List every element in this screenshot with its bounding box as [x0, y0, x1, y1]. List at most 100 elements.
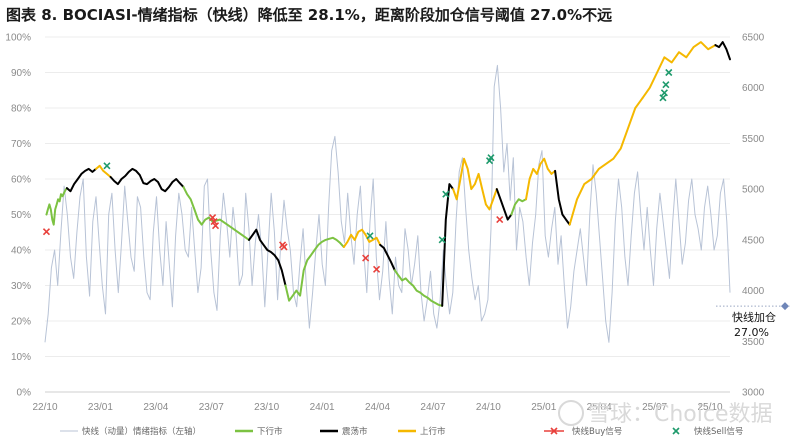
index-segment-range — [495, 188, 513, 221]
index-segment-range — [109, 167, 185, 193]
legend-label: 上行市 — [420, 426, 446, 437]
x-tick-label: 23/04 — [143, 402, 168, 413]
buy-signal — [373, 265, 381, 273]
y-right-tick-label: 6500 — [742, 33, 765, 44]
y-left-tick-label: 40% — [11, 246, 31, 257]
x-tick-label: 24/04 — [365, 402, 390, 413]
x-tick-label: 23/10 — [254, 402, 279, 413]
legend-swatch-stroke — [672, 427, 680, 435]
snowball-logo-icon — [558, 400, 584, 426]
index-segment-down — [284, 236, 345, 302]
index-segment-up — [525, 157, 557, 201]
y-left-tick-label: 30% — [11, 281, 31, 292]
y-left-axis: 0% 10% 20% 30% 40% 50% 60% 70% 80% 90% 100% — [5, 33, 31, 399]
sell-signal — [665, 68, 673, 77]
index-segment-down — [510, 198, 527, 216]
buy-signal-stroke — [210, 218, 218, 226]
sell-signal-stroke — [665, 68, 673, 77]
x-tick-label: 24/01 — [310, 402, 335, 413]
sell-signal-stroke — [366, 232, 374, 240]
index-segment-up — [641, 41, 717, 99]
index-segment-down — [45, 187, 68, 226]
threshold-label-line2: 27.0% — [734, 326, 769, 339]
y-left-tick-label: 90% — [11, 68, 31, 79]
y-left-tick-label: 60% — [11, 175, 31, 186]
buy-signal — [280, 243, 288, 251]
buy-signal — [42, 228, 51, 236]
x-tick-label: 24/10 — [476, 402, 501, 413]
signals — [42, 68, 680, 435]
y-right-tick-label: 4500 — [742, 235, 765, 246]
y-left-tick-label: 100% — [5, 33, 31, 44]
legend-label: 快线Sell信号 — [694, 426, 743, 437]
index-segment-range — [554, 169, 571, 226]
y-left-tick-label: 80% — [11, 104, 31, 115]
index-segment-up — [568, 96, 644, 226]
x-tick-label: 25/01 — [531, 402, 556, 413]
y-left-tick-label: 0% — [17, 388, 32, 399]
buy-signal-stroke — [373, 265, 381, 273]
sentiment-series-line — [44, 64, 731, 343]
buy-signal-stroke — [209, 213, 217, 222]
watermark-text: 雪球：Choice数据 — [588, 402, 773, 427]
sentiment-line — [44, 64, 731, 343]
watermark: 雪球：Choice数据 — [558, 400, 773, 427]
x-tick-label: 23/01 — [88, 402, 113, 413]
sell-signal — [662, 81, 670, 89]
legend: 快线（动量）情绪指标（左轴） 下行市 震荡市 上行市 快线Buy信号 快线Sell信号 — [60, 426, 743, 437]
x-axis: 22/10 23/01 23/04 23/07 23/10 24/01 24/04 24/07… — [32, 402, 722, 413]
sell-signal-stroke — [662, 81, 670, 89]
buy-signal — [496, 216, 504, 224]
y-right-tick-label: 3500 — [742, 337, 765, 348]
buy-signal-stroke — [211, 222, 220, 230]
index-segment-range — [441, 183, 455, 307]
y-right-tick-label: 3000 — [742, 388, 765, 399]
index-line — [45, 41, 731, 307]
x-tick-label: 24/07 — [420, 402, 445, 413]
sell-signal — [487, 154, 495, 162]
y-left-tick-label: 70% — [11, 139, 31, 150]
x-tick-label: 25/07 — [642, 402, 667, 413]
buy-signal — [209, 213, 217, 222]
buy-signal — [211, 222, 220, 230]
grid — [45, 36, 730, 393]
legend-label: 下行市 — [257, 426, 283, 437]
sell-signal-stroke — [103, 162, 111, 170]
sell-signal — [103, 162, 111, 170]
legend-label: 快线Buy信号 — [572, 426, 622, 437]
page-title: 图表 8. BOCIASI-情绪指标（快线）降低至 28.1%，距离阶段加仓信号… — [6, 6, 613, 24]
y-right-tick-label: 5000 — [742, 185, 765, 196]
sell-signal-stroke — [438, 236, 446, 244]
buy-signal-stroke — [42, 228, 51, 236]
x-tick-label: 25/10 — [697, 402, 722, 413]
index-segment-down — [182, 186, 214, 226]
y-right-tick-label: 5500 — [742, 134, 765, 145]
y-right-tick-label: 6000 — [742, 83, 765, 94]
threshold-label-line1: 快线加仓 — [732, 310, 776, 324]
sell-signal-stroke — [442, 190, 450, 198]
x-tick-label: 25/04 — [587, 402, 612, 413]
threshold-marker — [781, 302, 789, 311]
buy-signal-stroke — [496, 216, 504, 224]
y-right-tick-label: 4000 — [742, 286, 765, 297]
sell-signal-stroke — [659, 94, 667, 102]
legend-label: 震荡市 — [342, 426, 368, 437]
index-segment-range — [714, 41, 731, 61]
index-segment-up — [452, 157, 498, 211]
x-tick-label: 22/10 — [32, 402, 57, 413]
x-tick-label: 23/07 — [199, 402, 224, 413]
index-segment-range — [379, 243, 396, 272]
index-segment-up — [95, 164, 112, 178]
sell-signal — [438, 236, 446, 244]
sell-signal-stroke — [660, 89, 668, 97]
sell-signal — [366, 232, 374, 240]
index-segment-range — [65, 167, 97, 193]
buy-signal — [362, 254, 370, 262]
buy-signal-stroke — [280, 243, 288, 251]
legend-swatch — [672, 427, 680, 435]
y-left-tick-label: 50% — [11, 210, 31, 221]
sell-signal — [659, 94, 667, 102]
y-right-axis: 3000 3500 4000 4500 5000 5500 6000 6500 — [742, 33, 765, 399]
index-segment-up — [342, 228, 382, 248]
